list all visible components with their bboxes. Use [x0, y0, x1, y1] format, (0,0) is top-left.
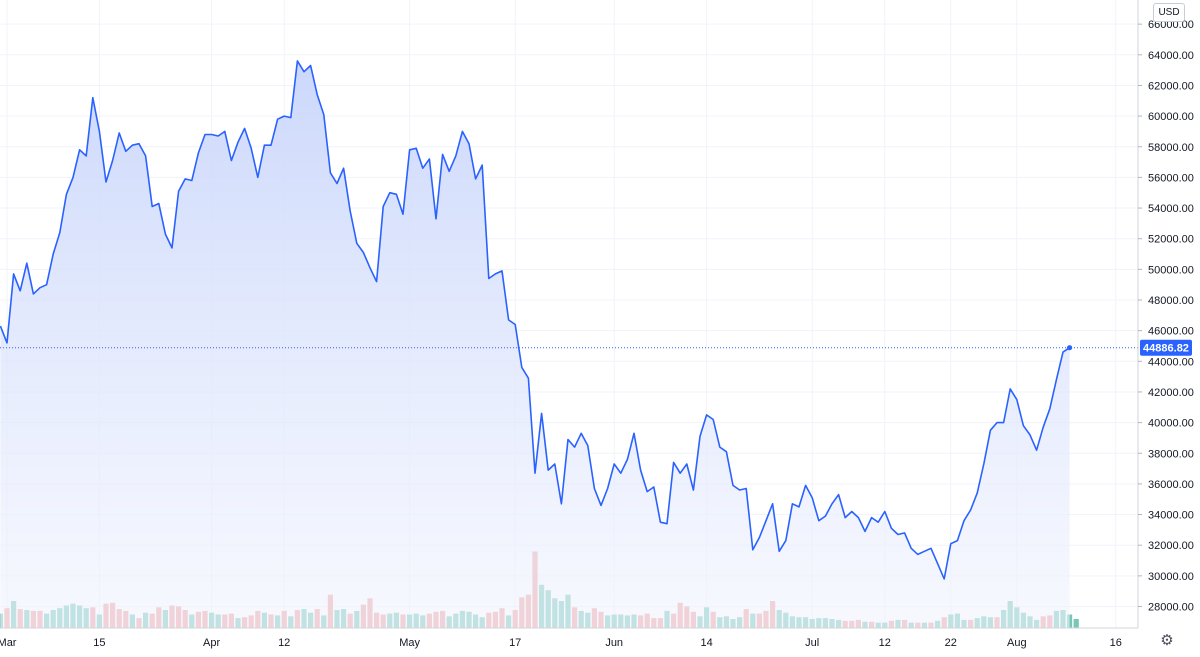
y-tick-label: 56000.00 — [1148, 172, 1194, 184]
x-tick-label: Jun — [605, 637, 623, 649]
y-tick-label: 52000.00 — [1148, 234, 1194, 246]
x-tick-label: May — [399, 637, 420, 649]
x-tick-label: 15 — [93, 637, 105, 649]
y-tick-label: 28000.00 — [1148, 602, 1194, 614]
y-tick-label: 60000.00 — [1148, 111, 1194, 123]
x-tick-label: 17 — [509, 637, 521, 649]
y-tick-label: 62000.00 — [1148, 80, 1194, 92]
y-tick-label: 34000.00 — [1148, 510, 1194, 522]
y-tick-label: 42000.00 — [1148, 387, 1194, 399]
currency-badge[interactable]: USD — [1153, 3, 1185, 22]
price-area-fill — [0, 60, 1070, 628]
y-tick-label: 48000.00 — [1148, 295, 1194, 307]
price-line-path — [0, 60, 1071, 580]
y-tick-label: 50000.00 — [1148, 264, 1194, 276]
x-tick-label: 12 — [879, 637, 891, 649]
y-tick-label: 54000.00 — [1148, 203, 1194, 215]
y-tick-label: 64000.00 — [1148, 50, 1194, 62]
y-tick-label: 32000.00 — [1148, 540, 1194, 552]
x-tick-label: 14 — [700, 637, 712, 649]
x-tick-label: Apr — [203, 637, 220, 649]
x-tick-label: Aug — [1007, 637, 1027, 649]
y-tick-label: 40000.00 — [1148, 418, 1194, 430]
price-area — [0, 60, 1070, 628]
last-price-label: 44886.82 — [1143, 343, 1189, 355]
y-tick-label: 46000.00 — [1148, 326, 1194, 338]
x-tick-label: 12 — [278, 637, 290, 649]
y-tick-label: 58000.00 — [1148, 142, 1194, 154]
x-tick-label: Mar — [0, 637, 17, 649]
last-price-badge[interactable] — [1140, 339, 1192, 356]
x-tick-label: 22 — [945, 637, 957, 649]
price-line — [0, 60, 1138, 580]
y-tick-label: 30000.00 — [1148, 571, 1194, 583]
volume-bar — [1073, 619, 1079, 628]
x-tick-label: Jul — [805, 637, 819, 649]
y-tick-label: 38000.00 — [1148, 448, 1194, 460]
x-tick-label: 16 — [1110, 637, 1122, 649]
y-tick-label: 36000.00 — [1148, 479, 1194, 491]
gear-icon[interactable]: ⚙ — [1160, 632, 1174, 649]
last-price-dot — [1067, 345, 1073, 351]
y-tick-label: 66000.00 — [1148, 19, 1194, 31]
y-tick-label: 44000.00 — [1148, 356, 1194, 368]
